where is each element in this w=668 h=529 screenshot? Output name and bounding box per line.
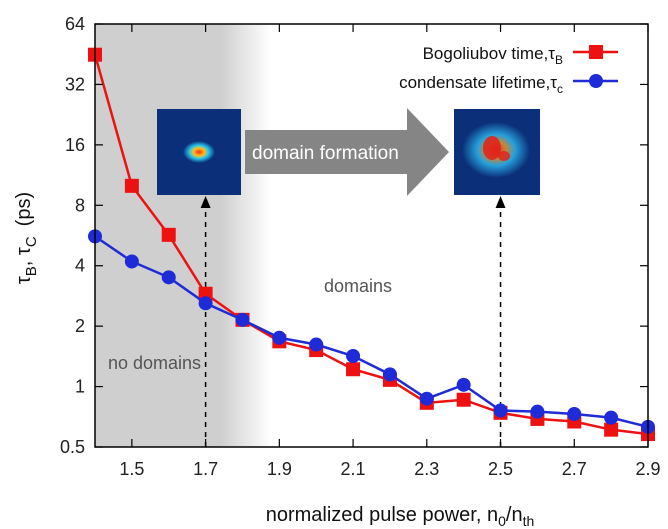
domains-label: domains	[324, 276, 392, 296]
data-point-condensate	[272, 330, 287, 345]
legend-label-bogoliubov: Bogoliubov time,τB	[423, 44, 563, 67]
y-axis-label: τB, τC(ps)	[13, 192, 40, 284]
inset-image-single-condensate	[157, 109, 241, 195]
x-axis-label: normalized pulse power, n0/nth	[266, 504, 535, 529]
legend-label-condensate: condensate lifetime,τc	[399, 73, 563, 96]
domain-formation-arrow: domain formation	[245, 108, 449, 196]
data-point-bogoliubov	[346, 362, 361, 377]
data-point-bogoliubov	[161, 227, 176, 242]
y-tick-label: 1	[75, 377, 85, 397]
data-point-condensate	[567, 407, 582, 422]
data-point-bogoliubov	[604, 422, 619, 437]
series-line-1	[94, 235, 649, 429]
data-point-condensate	[235, 312, 250, 327]
x-tick-label: 2.7	[562, 459, 587, 479]
dashed-marker-arrowhead	[200, 196, 211, 208]
data-point-bogoliubov	[124, 178, 139, 193]
y-tick-label: 64	[65, 14, 85, 34]
data-point-condensate	[530, 404, 545, 419]
x-tick-label: 2.1	[341, 459, 366, 479]
x-tick-label: 2.3	[414, 459, 439, 479]
x-tick-label: 1.5	[119, 459, 144, 479]
plot-frame	[94, 23, 649, 448]
y-tick-label: 8	[75, 195, 85, 215]
data-point-condensate	[604, 410, 619, 425]
inset-image-domains	[454, 109, 540, 195]
data-point-condensate	[346, 349, 361, 364]
y-tick-label: 32	[65, 74, 85, 94]
y-tick-label: 4	[75, 256, 85, 276]
y-tick-label: 16	[65, 135, 85, 155]
x-tick-label: 1.7	[193, 459, 218, 479]
y-tick-label: 2	[75, 316, 85, 336]
legend-marker-condensate	[589, 74, 603, 88]
data-point-condensate	[382, 367, 397, 382]
data-point-condensate	[161, 270, 176, 285]
data-point-bogoliubov	[456, 392, 471, 407]
dashed-marker-arrowhead	[495, 196, 506, 208]
x-tick-label: 2.9	[635, 459, 660, 479]
domain-formation-label: domain formation	[252, 143, 399, 164]
axis-ticks: 1.5 1.7 1.9 2.1 2.3 2.5 2.7 2.9 0.5 1 2 4 8 16 32 64	[60, 14, 661, 479]
x-tick-label: 2.5	[488, 459, 513, 479]
legend: Bogoliubov time,τB condensate lifetime,τ…	[399, 44, 618, 96]
legend-marker-bogoliubov	[589, 45, 603, 59]
y-tick-label: 0.5	[60, 437, 85, 457]
data-point-condensate	[493, 403, 508, 418]
series-line-0	[93, 54, 649, 436]
no-domains-region	[95, 24, 271, 447]
data-point-condensate	[419, 391, 434, 406]
x-tick-label: 1.9	[267, 459, 292, 479]
data-point-condensate	[309, 337, 324, 352]
data-point-condensate	[198, 296, 213, 311]
data-point-condensate	[124, 254, 139, 269]
data-point-condensate	[456, 377, 471, 392]
no-domains-label: no domains	[108, 353, 201, 373]
